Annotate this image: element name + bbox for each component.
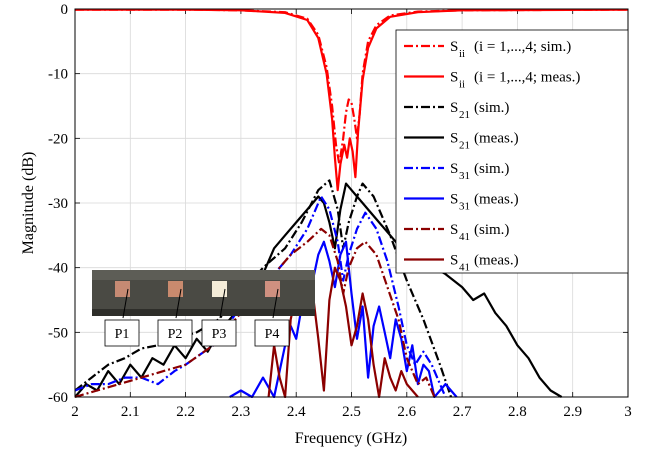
inset-feed-line	[122, 288, 129, 319]
port-label: P3	[212, 327, 227, 342]
inset-feed-line	[219, 288, 226, 319]
inset-feed-line	[175, 288, 182, 319]
x-tick-label: 2.7	[453, 404, 472, 420]
y-tick-label: -40	[48, 261, 68, 277]
inset-port-labels: P1 P2 P3 P4	[104, 319, 290, 347]
legend-label-rest: (sim.)	[474, 161, 509, 177]
x-tick-label: 2.1	[121, 404, 140, 420]
inset-patch	[115, 281, 130, 297]
x-tick-label: 3	[624, 404, 632, 420]
legend-label-rest: (meas.)	[474, 253, 519, 269]
legend-label-subscript: 31	[459, 201, 470, 213]
legend-label-main: S	[450, 222, 458, 238]
port-label: P4	[265, 327, 280, 342]
legend-label-subscript: 41	[459, 262, 470, 274]
x-tick-label: 2.8	[508, 404, 527, 420]
x-tick-labels: 2 2.1 2.2 2.3 2.4 2.5 2.6 2.7 2.8 2.9 3	[71, 404, 632, 420]
port-label-box	[104, 319, 140, 347]
inset-board-edge	[92, 309, 315, 316]
y-tick-label: -10	[48, 67, 68, 83]
legend-label-rest: (i = 1,...,4; meas.)	[474, 70, 580, 86]
y-tick-label: -20	[48, 131, 68, 147]
x-tick-label: 2.4	[287, 404, 306, 420]
inset-feed-line	[272, 288, 279, 319]
legend-label-rest: (i = 1,...,4; sim.)	[474, 39, 571, 55]
port-label: P1	[115, 327, 130, 342]
legend-label-subscript: 41	[459, 231, 470, 243]
port-label-box	[201, 319, 237, 347]
port-label: P2	[168, 327, 183, 342]
series-line-5	[75, 195, 447, 398]
antenna-photo-inset: P1 P2 P3 P4	[92, 270, 315, 347]
inset-patch	[212, 281, 227, 297]
x-tick-label: 2	[71, 404, 79, 420]
legend-label-subscript: ii	[459, 48, 465, 60]
series-layer	[75, 8, 628, 398]
legend-label-main: S	[450, 253, 458, 269]
series-line-2	[75, 8, 628, 192]
y-tick-label: -60	[48, 390, 68, 406]
series-line-1	[75, 8, 628, 166]
port-label-box	[157, 319, 193, 347]
legend-label-subscript: 21	[459, 140, 470, 152]
y-tick-label: -30	[48, 196, 68, 212]
inset-board-shade	[92, 270, 315, 280]
legend-label-rest: (meas.)	[474, 192, 519, 208]
legend-label-main: S	[450, 192, 458, 208]
series-line-6	[229, 240, 458, 398]
port-label-box	[254, 319, 290, 347]
legend-label-rest: (sim.)	[474, 222, 509, 238]
legend-label-main: S	[450, 100, 458, 116]
legend-label-main: S	[450, 161, 458, 177]
legend-label-subscript: ii	[459, 79, 465, 91]
legend-label-rest: (meas.)	[474, 131, 519, 147]
series-line-7	[75, 227, 436, 398]
x-tick-label: 2.2	[176, 404, 195, 420]
y-tick-label: 0	[61, 2, 69, 18]
x-tick-label: 2.5	[342, 404, 361, 420]
legend-label-main: S	[450, 39, 458, 55]
y-tick-label: -50	[48, 325, 68, 341]
inset-patches	[115, 281, 280, 319]
y-axis-title: Magnitude (dB)	[20, 152, 37, 255]
inset-patch	[265, 281, 280, 297]
x-tick-label: 2.6	[397, 404, 416, 420]
inset-patch	[168, 281, 183, 297]
legend-label-rest: (sim.)	[474, 100, 509, 116]
legend-label-main: S	[450, 70, 458, 86]
series-line-4	[75, 182, 563, 398]
legend-box	[395, 29, 629, 274]
legend-label-subscript: 21	[459, 109, 470, 121]
x-axis-title: Frequency (GHz)	[295, 430, 407, 447]
x-tick-label: 2.3	[232, 404, 251, 420]
legend-label-main: S	[450, 131, 458, 147]
x-tick-label: 2.9	[563, 404, 582, 420]
legend-label-subscript: 31	[459, 170, 470, 182]
y-tick-labels: 0 -10 -20 -30 -40 -50 -60	[48, 2, 68, 406]
